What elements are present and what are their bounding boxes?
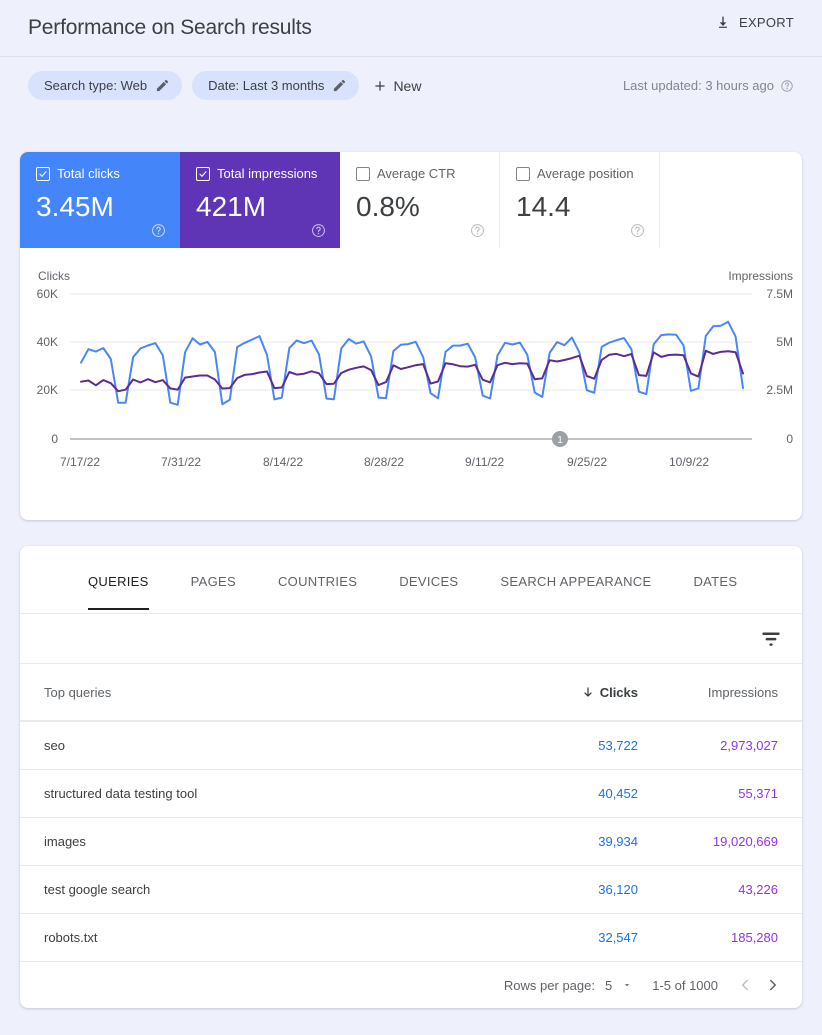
svg-text:0: 0 xyxy=(786,432,793,446)
svg-text:2.5M: 2.5M xyxy=(766,383,793,397)
svg-text:9/25/22: 9/25/22 xyxy=(567,455,607,469)
svg-text:60K: 60K xyxy=(37,287,58,301)
svg-text:7/31/22: 7/31/22 xyxy=(161,455,201,469)
svg-text:20K: 20K xyxy=(37,383,58,397)
svg-text:1: 1 xyxy=(557,435,563,446)
svg-text:Impressions: Impressions xyxy=(728,269,793,283)
svg-text:7/17/22: 7/17/22 xyxy=(60,455,100,469)
svg-text:10/9/22: 10/9/22 xyxy=(669,455,709,469)
svg-text:8/14/22: 8/14/22 xyxy=(263,455,303,469)
svg-text:40K: 40K xyxy=(37,335,58,349)
svg-text:8/28/22: 8/28/22 xyxy=(364,455,404,469)
svg-text:5M: 5M xyxy=(776,335,793,349)
svg-text:9/11/22: 9/11/22 xyxy=(465,455,504,469)
svg-text:Clicks: Clicks xyxy=(38,269,70,283)
svg-text:7.5M: 7.5M xyxy=(766,287,793,301)
svg-text:0: 0 xyxy=(51,432,58,446)
